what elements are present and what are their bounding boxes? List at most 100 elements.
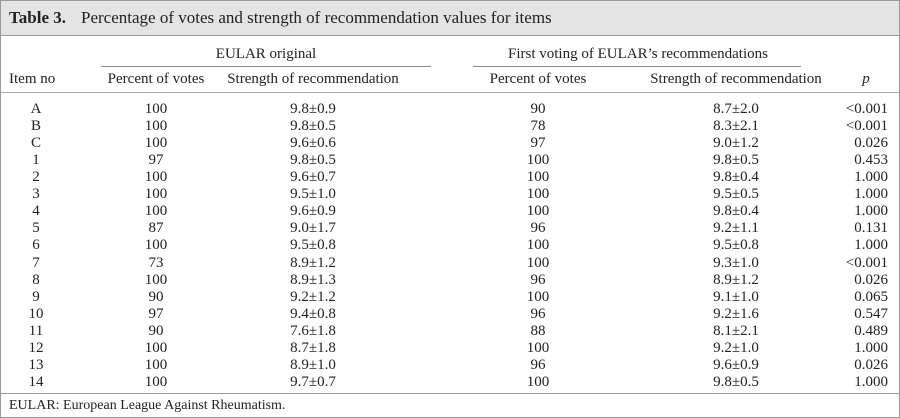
cell: <0.001	[845, 101, 888, 117]
cell: 9.8±0.4	[713, 169, 759, 186]
cell: 9.0±1.7	[290, 220, 336, 237]
cell: 8.9±1.3	[290, 271, 336, 288]
cell: 1.000	[854, 373, 888, 390]
cell: 100	[144, 169, 168, 186]
cell: 0.026	[854, 135, 888, 152]
cell: 1.000	[854, 169, 888, 186]
group-rule	[101, 66, 431, 67]
column-header: Item no	[9, 71, 56, 87]
cell: 97	[148, 305, 164, 322]
group-header: EULAR original	[215, 46, 317, 62]
cell: 9.2±1.1	[713, 220, 759, 237]
cell: 9.2±1.6	[713, 305, 759, 322]
cell: 100	[144, 373, 168, 390]
cell: 100	[144, 118, 168, 135]
cell: 1.000	[854, 237, 888, 254]
cell: 9.8±0.5	[290, 118, 336, 135]
cell: 9.2±1.0	[713, 339, 759, 356]
group-header: First voting of EULAR’s recommendations	[508, 46, 768, 62]
cell: 100	[526, 339, 550, 356]
row-label: 7	[32, 254, 40, 271]
cell: 96	[530, 220, 546, 237]
cell: 9.2±1.2	[290, 288, 336, 305]
row-label: 1	[32, 152, 40, 169]
column-header: p	[862, 71, 870, 87]
table-label: Table 3.	[9, 8, 67, 27]
row-label: B	[30, 118, 42, 135]
cell: 100	[144, 203, 168, 220]
cell: 9.8±0.9	[290, 101, 336, 117]
column-header: Percent of votes	[489, 71, 587, 87]
cell: 100	[526, 203, 550, 220]
column-header: Percent of votes	[107, 71, 205, 87]
cell: 9.0±1.2	[713, 135, 759, 152]
cell: 88	[530, 322, 546, 339]
cell: 9.4±0.8	[290, 305, 336, 322]
cell: 1.000	[854, 339, 888, 356]
cell: 9.8±0.5	[290, 152, 336, 169]
row-label: 13	[28, 356, 44, 373]
cell: 8.3±2.1	[713, 118, 759, 135]
row-label: C	[30, 135, 42, 152]
cell: 9.3±1.0	[713, 254, 759, 271]
cell: 100	[526, 152, 550, 169]
cell: 8.9±1.2	[290, 254, 336, 271]
footnote: EULAR: European League Against Rheumatis…	[9, 398, 286, 413]
cell: 9.6±0.6	[290, 135, 336, 152]
cell: 78	[530, 118, 546, 135]
cell: 0.131	[854, 220, 888, 237]
cell: 90	[148, 322, 164, 339]
row-label: 9	[32, 288, 40, 305]
cell: 9.5±0.8	[713, 237, 759, 254]
row-label: 6	[32, 237, 40, 254]
cell: 97	[530, 135, 546, 152]
cell: 9.8±0.5	[713, 373, 759, 390]
title-bar: Table 3. Percentage of votes and strengt…	[1, 1, 899, 36]
cell: 96	[530, 305, 546, 322]
cell: 9.8±0.4	[713, 203, 759, 220]
cell: 0.026	[854, 271, 888, 288]
cell: 9.6±0.9	[290, 203, 336, 220]
cell: 97	[148, 152, 164, 169]
cell: 1.000	[854, 186, 888, 203]
cell: 8.1±2.1	[713, 322, 759, 339]
cell: 100	[526, 169, 550, 186]
cell: 9.5±0.8	[290, 237, 336, 254]
cell: 8.9±1.2	[713, 271, 759, 288]
cell: 9.7±0.7	[290, 373, 336, 390]
cell: 9.6±0.7	[290, 169, 336, 186]
column-header: Strength of recommendation	[227, 71, 399, 87]
cell: 100	[526, 288, 550, 305]
cell: <0.001	[845, 254, 888, 271]
row-label: 14	[28, 373, 44, 390]
cell: 100	[144, 101, 168, 117]
cell: 90	[530, 101, 546, 117]
cell: 100	[144, 356, 168, 373]
group-rule	[473, 66, 801, 67]
cell: 100	[144, 135, 168, 152]
cell: 100	[144, 186, 168, 203]
cell: 9.5±1.0	[290, 186, 336, 203]
row-label: 4	[32, 203, 40, 220]
cell: 9.8±0.5	[713, 152, 759, 169]
cell: 0.026	[854, 356, 888, 373]
row-label: 8	[32, 271, 40, 288]
row-label: 11	[28, 322, 44, 339]
column-header: Strength of recommendation	[650, 71, 822, 87]
cell: 100	[526, 237, 550, 254]
cell: 100	[526, 373, 550, 390]
row-label: 2	[32, 169, 40, 186]
row-label: 3	[32, 186, 40, 203]
cell: 7.6±1.8	[290, 322, 336, 339]
cell: 100	[526, 186, 550, 203]
cell: 87	[148, 220, 164, 237]
cell: 0.489	[854, 322, 888, 339]
row-label: 10	[28, 305, 44, 322]
cell: 9.1±1.0	[713, 288, 759, 305]
cell: 90	[148, 288, 164, 305]
cell: 100	[144, 237, 168, 254]
table-caption: Percentage of votes and strength of reco…	[81, 8, 552, 27]
cell: 8.9±1.0	[290, 356, 336, 373]
row-label: 12	[28, 339, 44, 356]
